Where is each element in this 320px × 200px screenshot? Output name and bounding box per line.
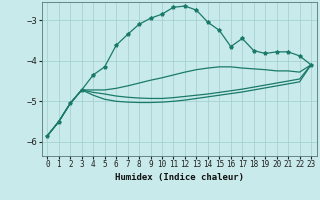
- X-axis label: Humidex (Indice chaleur): Humidex (Indice chaleur): [115, 173, 244, 182]
